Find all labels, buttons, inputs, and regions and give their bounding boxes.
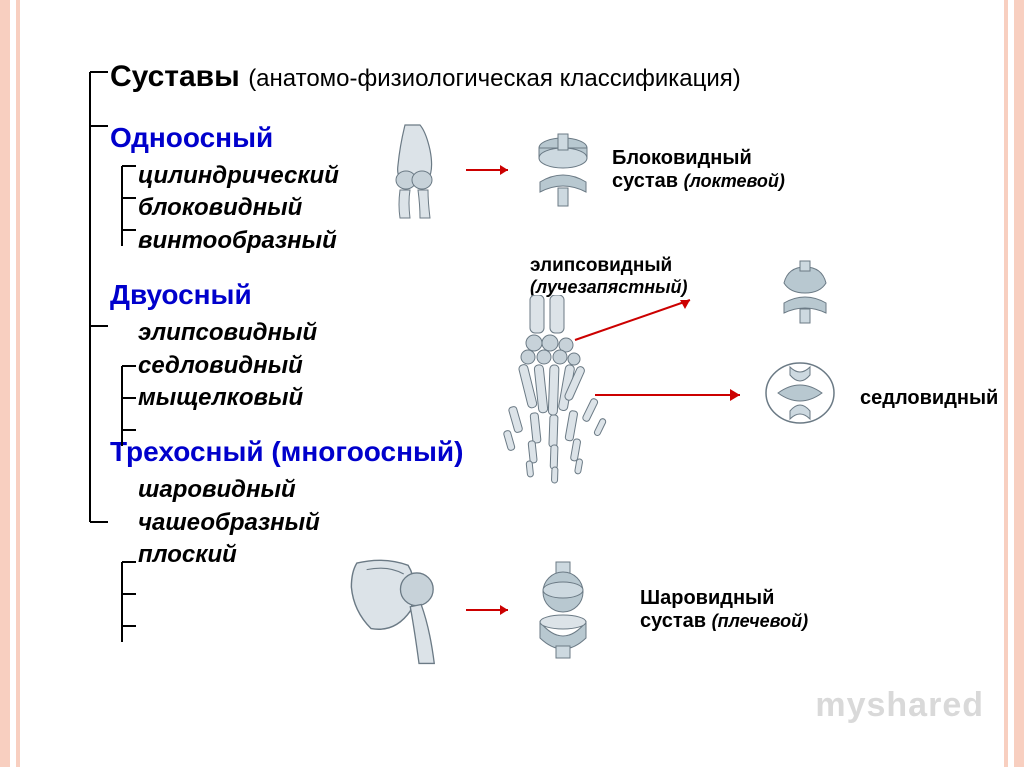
watermark: myshared: [815, 686, 984, 725]
elbow-label-paren: (локтевой): [684, 171, 785, 191]
elbow-anatomy-icon: [370, 120, 460, 220]
frame-stripe-left: [16, 0, 20, 767]
ellipsoid-schematic-icon: [770, 259, 840, 329]
elbow-schematic-icon: [528, 130, 598, 210]
arrow-icon: [464, 160, 514, 180]
subitem-cup: чашеобразный: [138, 507, 974, 539]
shoulder-label-paren: (плечевой): [712, 611, 808, 631]
shoulder-schematic-icon: [528, 560, 598, 660]
shoulder-anatomy-icon: [340, 550, 450, 670]
shoulder-label-line1: Шаровидный: [640, 587, 774, 609]
shoulder-label-line2: сустав: [640, 610, 706, 632]
illus-elbow: Блоковидный сустав (локтевой): [370, 120, 785, 220]
content-area: Суставы (анатомо-физиологическая классиф…: [50, 60, 974, 586]
title-sub: (анатомо-физиологическая классификация): [248, 65, 741, 92]
elbow-label-line1: Блоковидный: [612, 147, 752, 169]
frame-stripe-right: [1004, 0, 1008, 767]
elbow-label-line2: сустав: [612, 170, 678, 192]
saddle-schematic-icon: [760, 353, 840, 433]
illus-shoulder: Шаровидный сустав (плечевой): [340, 550, 808, 670]
title-row: Суставы (анатомо-физиологическая классиф…: [110, 60, 974, 94]
title-main: Суставы: [110, 60, 240, 93]
slide-frame: Суставы (анатомо-физиологическая классиф…: [0, 0, 1024, 767]
saddle-label: седловидный: [860, 387, 998, 410]
arrow-icon: [464, 600, 514, 620]
shoulder-label: Шаровидный сустав (плечевой): [640, 587, 808, 633]
subitem-screw: винтообразный: [138, 225, 974, 257]
elbow-label: Блоковидный сустав (локтевой): [612, 147, 785, 193]
wrist-ellip-line1: элипсовидный: [530, 255, 672, 276]
